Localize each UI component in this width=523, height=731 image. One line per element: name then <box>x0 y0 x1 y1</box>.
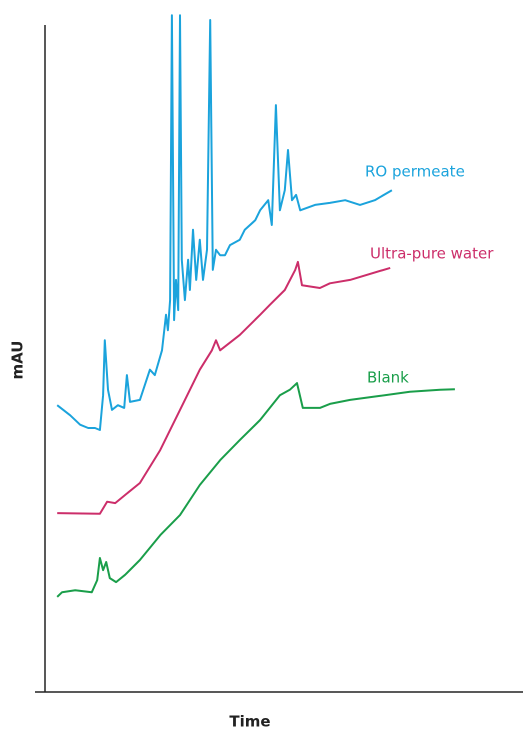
y-axis-title: mAU <box>9 341 27 380</box>
series-line <box>57 260 391 515</box>
x-axis-title: Time <box>229 713 270 731</box>
series-line <box>56 14 393 431</box>
series-label: Ultra-pure water <box>370 245 494 263</box>
series-line <box>56 382 455 598</box>
series-label: Blank <box>367 369 409 387</box>
series-label: RO permeate <box>365 163 465 181</box>
